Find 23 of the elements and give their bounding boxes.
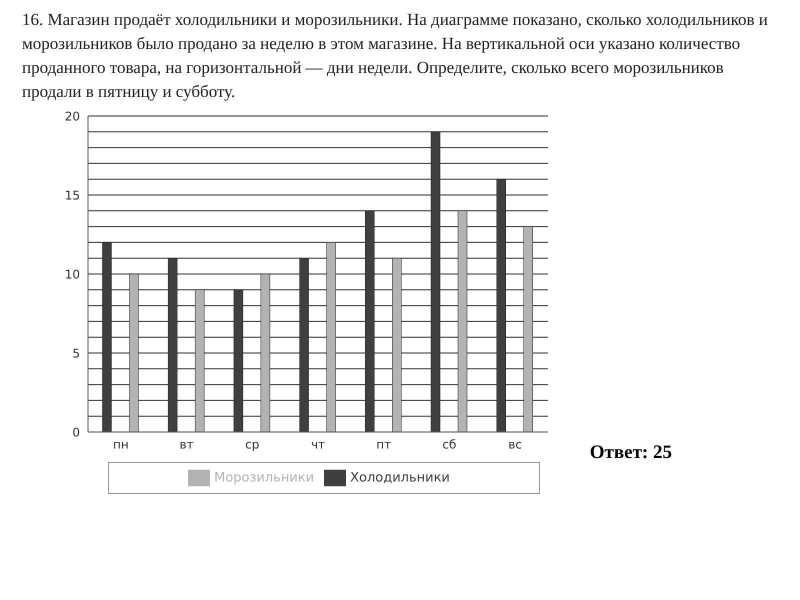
bar — [523, 226, 533, 432]
x-tick-label: вс — [508, 438, 522, 452]
y-tick-label: 15 — [64, 188, 80, 202]
text: Ответ: 25 — [590, 442, 672, 464]
bar — [458, 210, 468, 432]
x-tick-label: пт — [376, 438, 392, 452]
y-tick-label: 0 — [72, 425, 80, 440]
x-tick-label: вт — [180, 438, 194, 452]
bar — [326, 242, 336, 432]
legend-label: Морозильники — [214, 470, 314, 486]
y-tick-label: 10 — [64, 267, 80, 282]
x-tick-label: пн — [113, 438, 129, 452]
x-tick-label: сб — [442, 438, 456, 452]
x-tick-label: ср — [245, 438, 260, 452]
legend-label: Холодильники — [350, 470, 450, 486]
y-tick-label: 20 — [64, 109, 80, 124]
bar — [194, 290, 204, 432]
x-tick-label: чт — [310, 438, 326, 452]
bar — [260, 274, 270, 432]
bar — [129, 274, 139, 432]
bar — [392, 258, 402, 432]
chart-title: 16. Магазин продаёт холодильники и морозильники. На диаграмме показано, сколько холодильников и морозильников было продано за неделю в этом магазине. На вертикальной оси указано количество проданного товара, на горизонтальной — дни недели. Определите, сколько всего морозильников продали в пятницу и субботу. — [21, 9, 769, 103]
y-tick-label: 5 — [72, 346, 80, 360]
